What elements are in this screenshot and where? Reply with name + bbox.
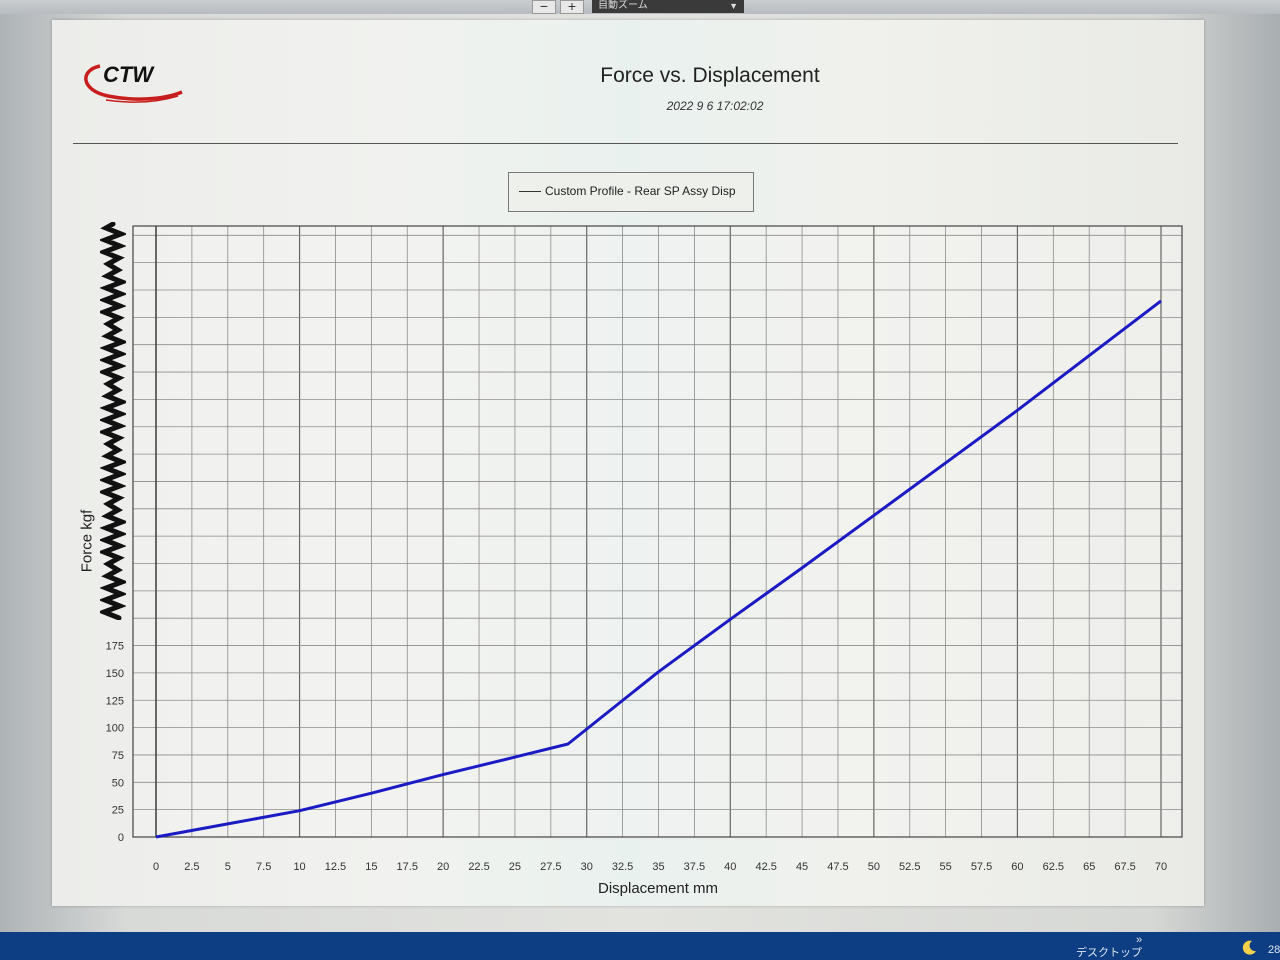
clock-text: 28 (1268, 944, 1280, 956)
report-title: Force vs. Displacement (600, 64, 820, 87)
series-line (155, 299, 1162, 839)
x-tick-label: 42.5 (755, 861, 776, 873)
x-tick-label: 15 (365, 861, 377, 873)
x-tick-label: 20 (437, 861, 449, 873)
x-tick-label: 62.5 (1043, 861, 1064, 873)
plot-area (133, 226, 1182, 837)
x-tick-label: 45 (796, 861, 808, 873)
x-tick-label: 2.5 (184, 861, 199, 873)
x-tick-label: 12.5 (325, 861, 346, 873)
x-tick-label: 70 (1155, 861, 1167, 873)
redaction-scribble (100, 222, 126, 620)
y-tick-label: 150 (106, 668, 124, 680)
y-axis-label: Force kgf (78, 509, 96, 573)
chart-tick-labels: 0 2.5 5 7.5 10 12.5 15 17.5 20 22.5 25 27.5 30 32.5 35… (106, 641, 1167, 897)
zoom-out-button[interactable]: − (532, 0, 556, 14)
logo-text: CTW (103, 62, 155, 87)
x-tick-label: 37.5 (684, 861, 705, 873)
header-divider (73, 143, 1178, 144)
x-tick-label: 0 (153, 861, 159, 873)
x-axis-label: Displacement mm (598, 880, 718, 897)
chart-axes (132, 225, 1183, 838)
x-tick-label: 52.5 (899, 861, 920, 873)
x-tick-label: 65 (1083, 861, 1095, 873)
x-tick-label: 27.5 (540, 861, 561, 873)
y-tick-label: 0 (118, 832, 124, 844)
y-tick-label: 125 (106, 695, 124, 707)
desktop-label[interactable]: デスクトップ (1076, 947, 1142, 959)
chart-series (155, 299, 1162, 839)
x-tick-label: 67.5 (1114, 861, 1135, 873)
moon-icon (1242, 940, 1256, 955)
y-tick-label: 100 (106, 723, 124, 735)
y-tick-label: 75 (112, 750, 124, 762)
x-tick-label: 55 (940, 861, 952, 873)
x-tick-label: 17.5 (397, 861, 418, 873)
y-tick-label: 175 (106, 641, 124, 653)
x-tick-label: 40 (724, 861, 736, 873)
taskbar-chevron-icon[interactable]: » (1136, 934, 1143, 946)
x-tick-label: 30 (581, 861, 593, 873)
chart-grid (133, 226, 1182, 838)
chevron-down-icon: ▼ (729, 1, 738, 11)
x-tick-label: 5 (225, 861, 231, 873)
zoom-in-button[interactable]: + (560, 0, 584, 14)
taskbar: デスクトップ » (0, 932, 1280, 960)
y-tick-label: 25 (112, 805, 124, 817)
x-tick-label: 35 (652, 861, 664, 873)
ctw-logo: CTW (84, 62, 183, 103)
x-tick-label: 32.5 (612, 861, 633, 873)
x-tick-label: 57.5 (971, 861, 992, 873)
x-tick-label: 60 (1011, 861, 1023, 873)
x-tick-label: 25 (509, 861, 521, 873)
plot-border (132, 225, 1183, 838)
legend-entry: Custom Profile - Rear SP Assy Disp (545, 184, 736, 198)
x-tick-label: 50 (868, 861, 880, 873)
chart-legend: Custom Profile - Rear SP Assy Disp (508, 172, 754, 212)
x-tick-label: 47.5 (827, 861, 848, 873)
viewer-toolbar: − + 自動ズーム ▼ (0, 0, 1280, 14)
zoom-select-value: 自動ズーム (598, 0, 648, 11)
report-timestamp: 2022 9 6 17:02:02 (666, 99, 764, 113)
y-tick-label: 50 (112, 777, 124, 789)
x-tick-label: 10 (293, 861, 305, 873)
zoom-select[interactable]: 自動ズーム ▼ (592, 0, 744, 13)
x-tick-label: 7.5 (256, 861, 271, 873)
legend-line-swatch (519, 191, 541, 192)
x-tick-label: 22.5 (468, 861, 489, 873)
